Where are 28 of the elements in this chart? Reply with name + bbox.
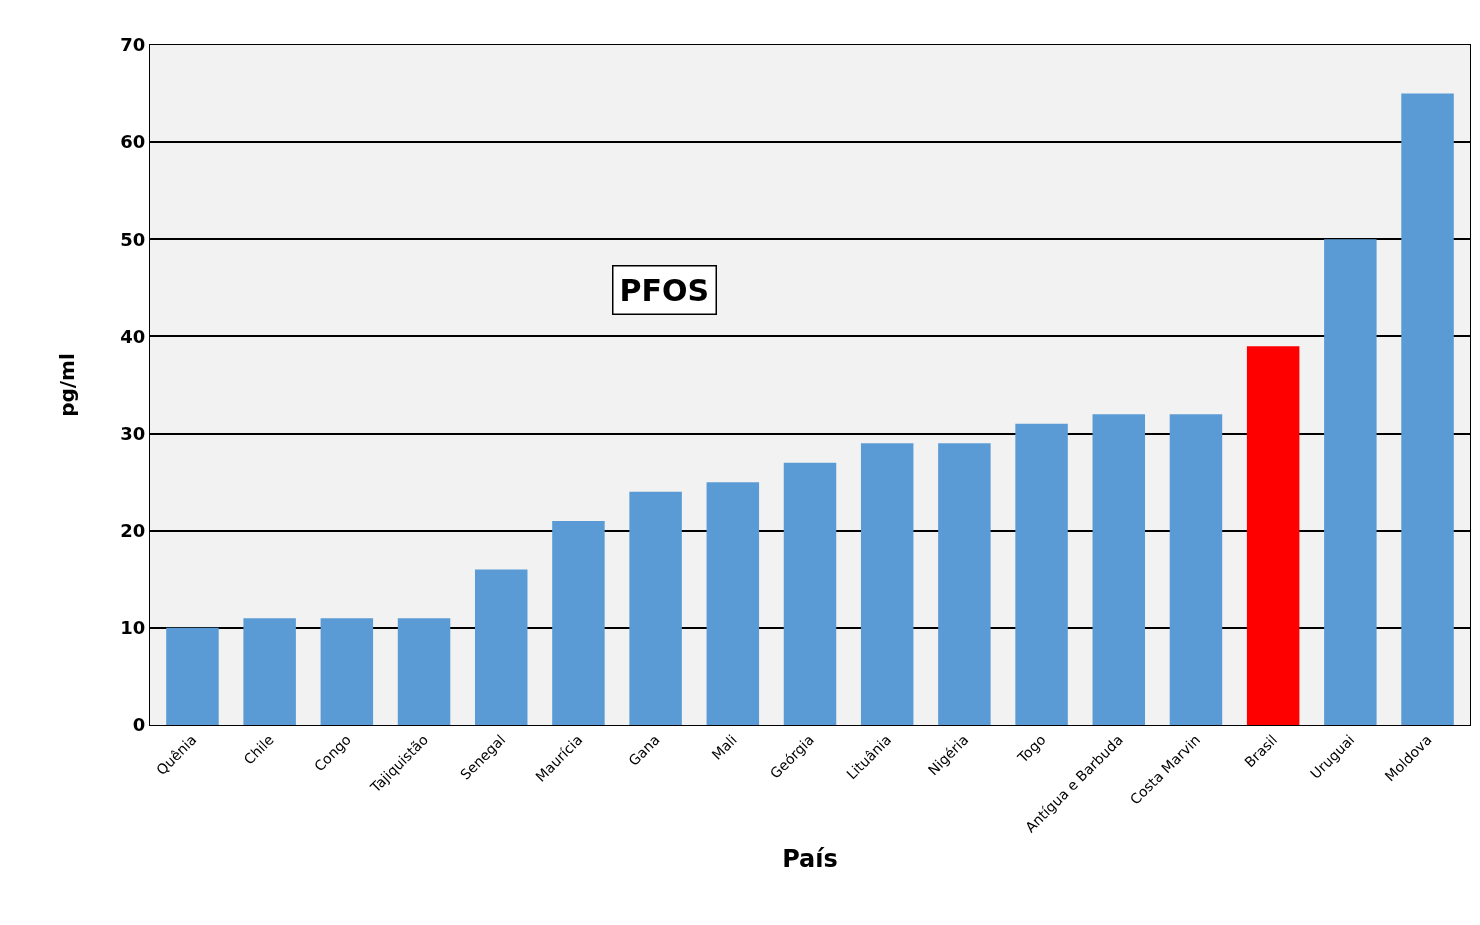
bar — [938, 443, 991, 725]
y-tick-label: 20 — [120, 520, 146, 542]
y-tick-label: 0 — [132, 714, 146, 736]
bar — [783, 462, 837, 725]
x-axis-title: País — [782, 844, 838, 873]
bar — [706, 482, 760, 725]
y-tick-label: 70 — [120, 34, 146, 56]
bar — [860, 443, 914, 725]
bar — [1169, 414, 1223, 725]
bar — [1246, 346, 1300, 725]
bar — [166, 627, 219, 725]
bar — [552, 521, 605, 725]
bar — [320, 618, 374, 725]
y-tick-label: 10 — [120, 617, 146, 639]
annotation: PFOS — [619, 272, 710, 308]
y-tick-label: 30 — [120, 422, 146, 444]
bar — [629, 491, 682, 725]
y-tick-label: 50 — [120, 228, 146, 250]
y-axis-title: pg/ml — [54, 353, 79, 417]
bar — [1401, 93, 1454, 725]
y-tick-label: 60 — [120, 131, 146, 153]
bar — [1324, 239, 1377, 725]
bar — [1092, 414, 1146, 725]
y-tick-label: 40 — [120, 325, 146, 347]
bar — [1015, 423, 1068, 725]
bar — [397, 618, 451, 725]
bar — [474, 569, 528, 725]
bar — [243, 618, 296, 725]
